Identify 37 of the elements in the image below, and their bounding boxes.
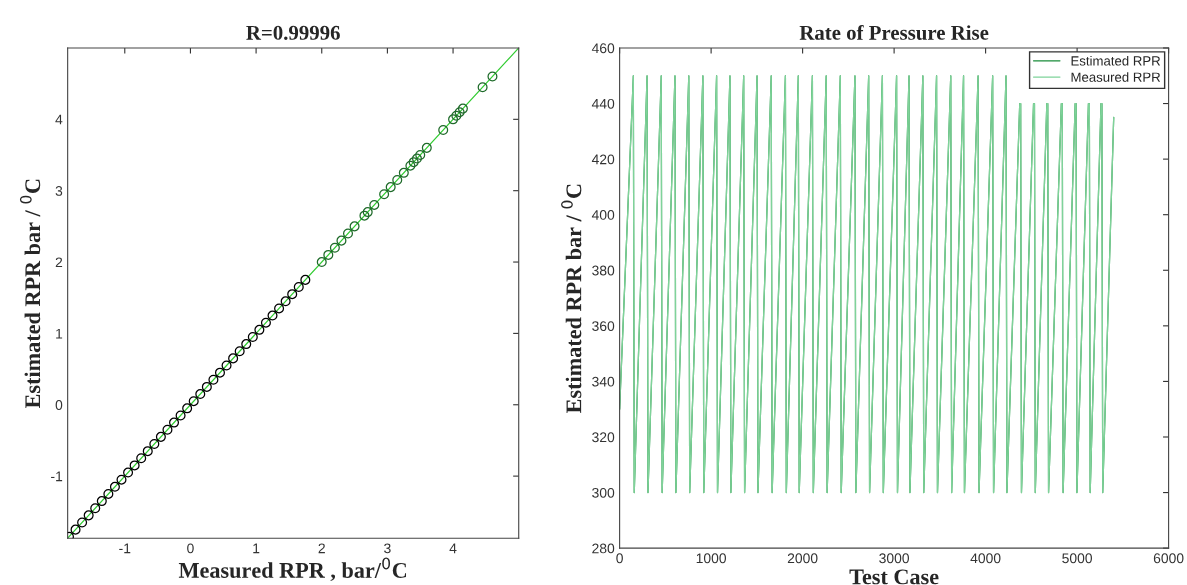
x-tick-label: -1: [119, 543, 131, 554]
y-tick-label: 4: [55, 114, 63, 125]
y-tick-label: 2: [55, 257, 63, 268]
x-tick-label: 0: [187, 543, 194, 554]
y-tick-label: 1: [56, 328, 63, 339]
x-axis-title: Measured RPR , bar/$^{0}$C: [178, 557, 407, 582]
legend-label: Measured RPR: [1071, 72, 1161, 82]
y-tick-label: 300: [592, 487, 615, 498]
x-tick-label: 5000: [1062, 553, 1093, 564]
x-tick-label: 6000: [1153, 553, 1184, 564]
x-tick-label: 3: [384, 543, 391, 554]
y-tick-label: 380: [592, 265, 615, 276]
y-tick-label: 0: [55, 400, 63, 410]
x-tick-label: 4000: [970, 553, 1001, 564]
chart-title: Rate of Pressure Rise: [799, 24, 989, 40]
y-axis-title: Estimated RPR bar / $^{0}$C: [561, 184, 582, 414]
y-tick-label: 460: [591, 43, 615, 54]
chart-title: R=0.99996: [246, 25, 340, 40]
x-tick-label: 2: [318, 543, 325, 554]
y-tick-label: 320: [592, 432, 615, 443]
x-tick-label: 1: [253, 543, 260, 554]
y-tick-label: 3: [55, 186, 63, 196]
x-tick-label: 3000: [879, 553, 910, 564]
x-tick-label: 4: [449, 543, 457, 554]
y-axis-title: Estimated RPR bar / $^{0}$C: [19, 179, 41, 409]
x-tick-label: 0: [616, 553, 623, 564]
legend-label: Estimated RPR: [1071, 55, 1161, 66]
x-axis-title: Test Case: [849, 569, 939, 585]
y-tick-label: 440: [591, 98, 615, 109]
y-tick-label: 340: [592, 376, 615, 387]
y-tick-label: -1: [51, 471, 63, 482]
x-tick-label: 2000: [787, 553, 818, 564]
y-tick-label: 400: [591, 210, 615, 220]
y-tick-label: 280: [592, 543, 615, 554]
y-tick-label: 420: [591, 154, 615, 165]
x-tick-label: 1000: [696, 553, 727, 564]
y-tick-label: 360: [592, 321, 615, 332]
